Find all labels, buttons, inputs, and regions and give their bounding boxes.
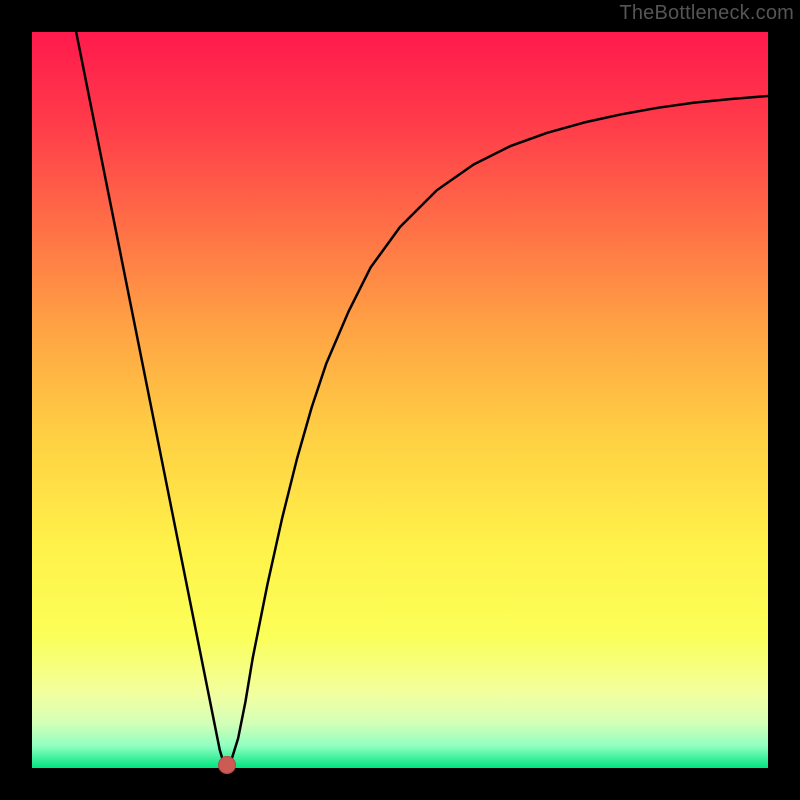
plot-area xyxy=(32,32,768,768)
optimum-marker xyxy=(218,756,236,774)
figure-frame: TheBottleneck.com xyxy=(0,0,800,800)
bottleneck-curve xyxy=(32,32,768,768)
curve-path xyxy=(76,32,768,765)
watermark-text: TheBottleneck.com xyxy=(619,2,794,25)
